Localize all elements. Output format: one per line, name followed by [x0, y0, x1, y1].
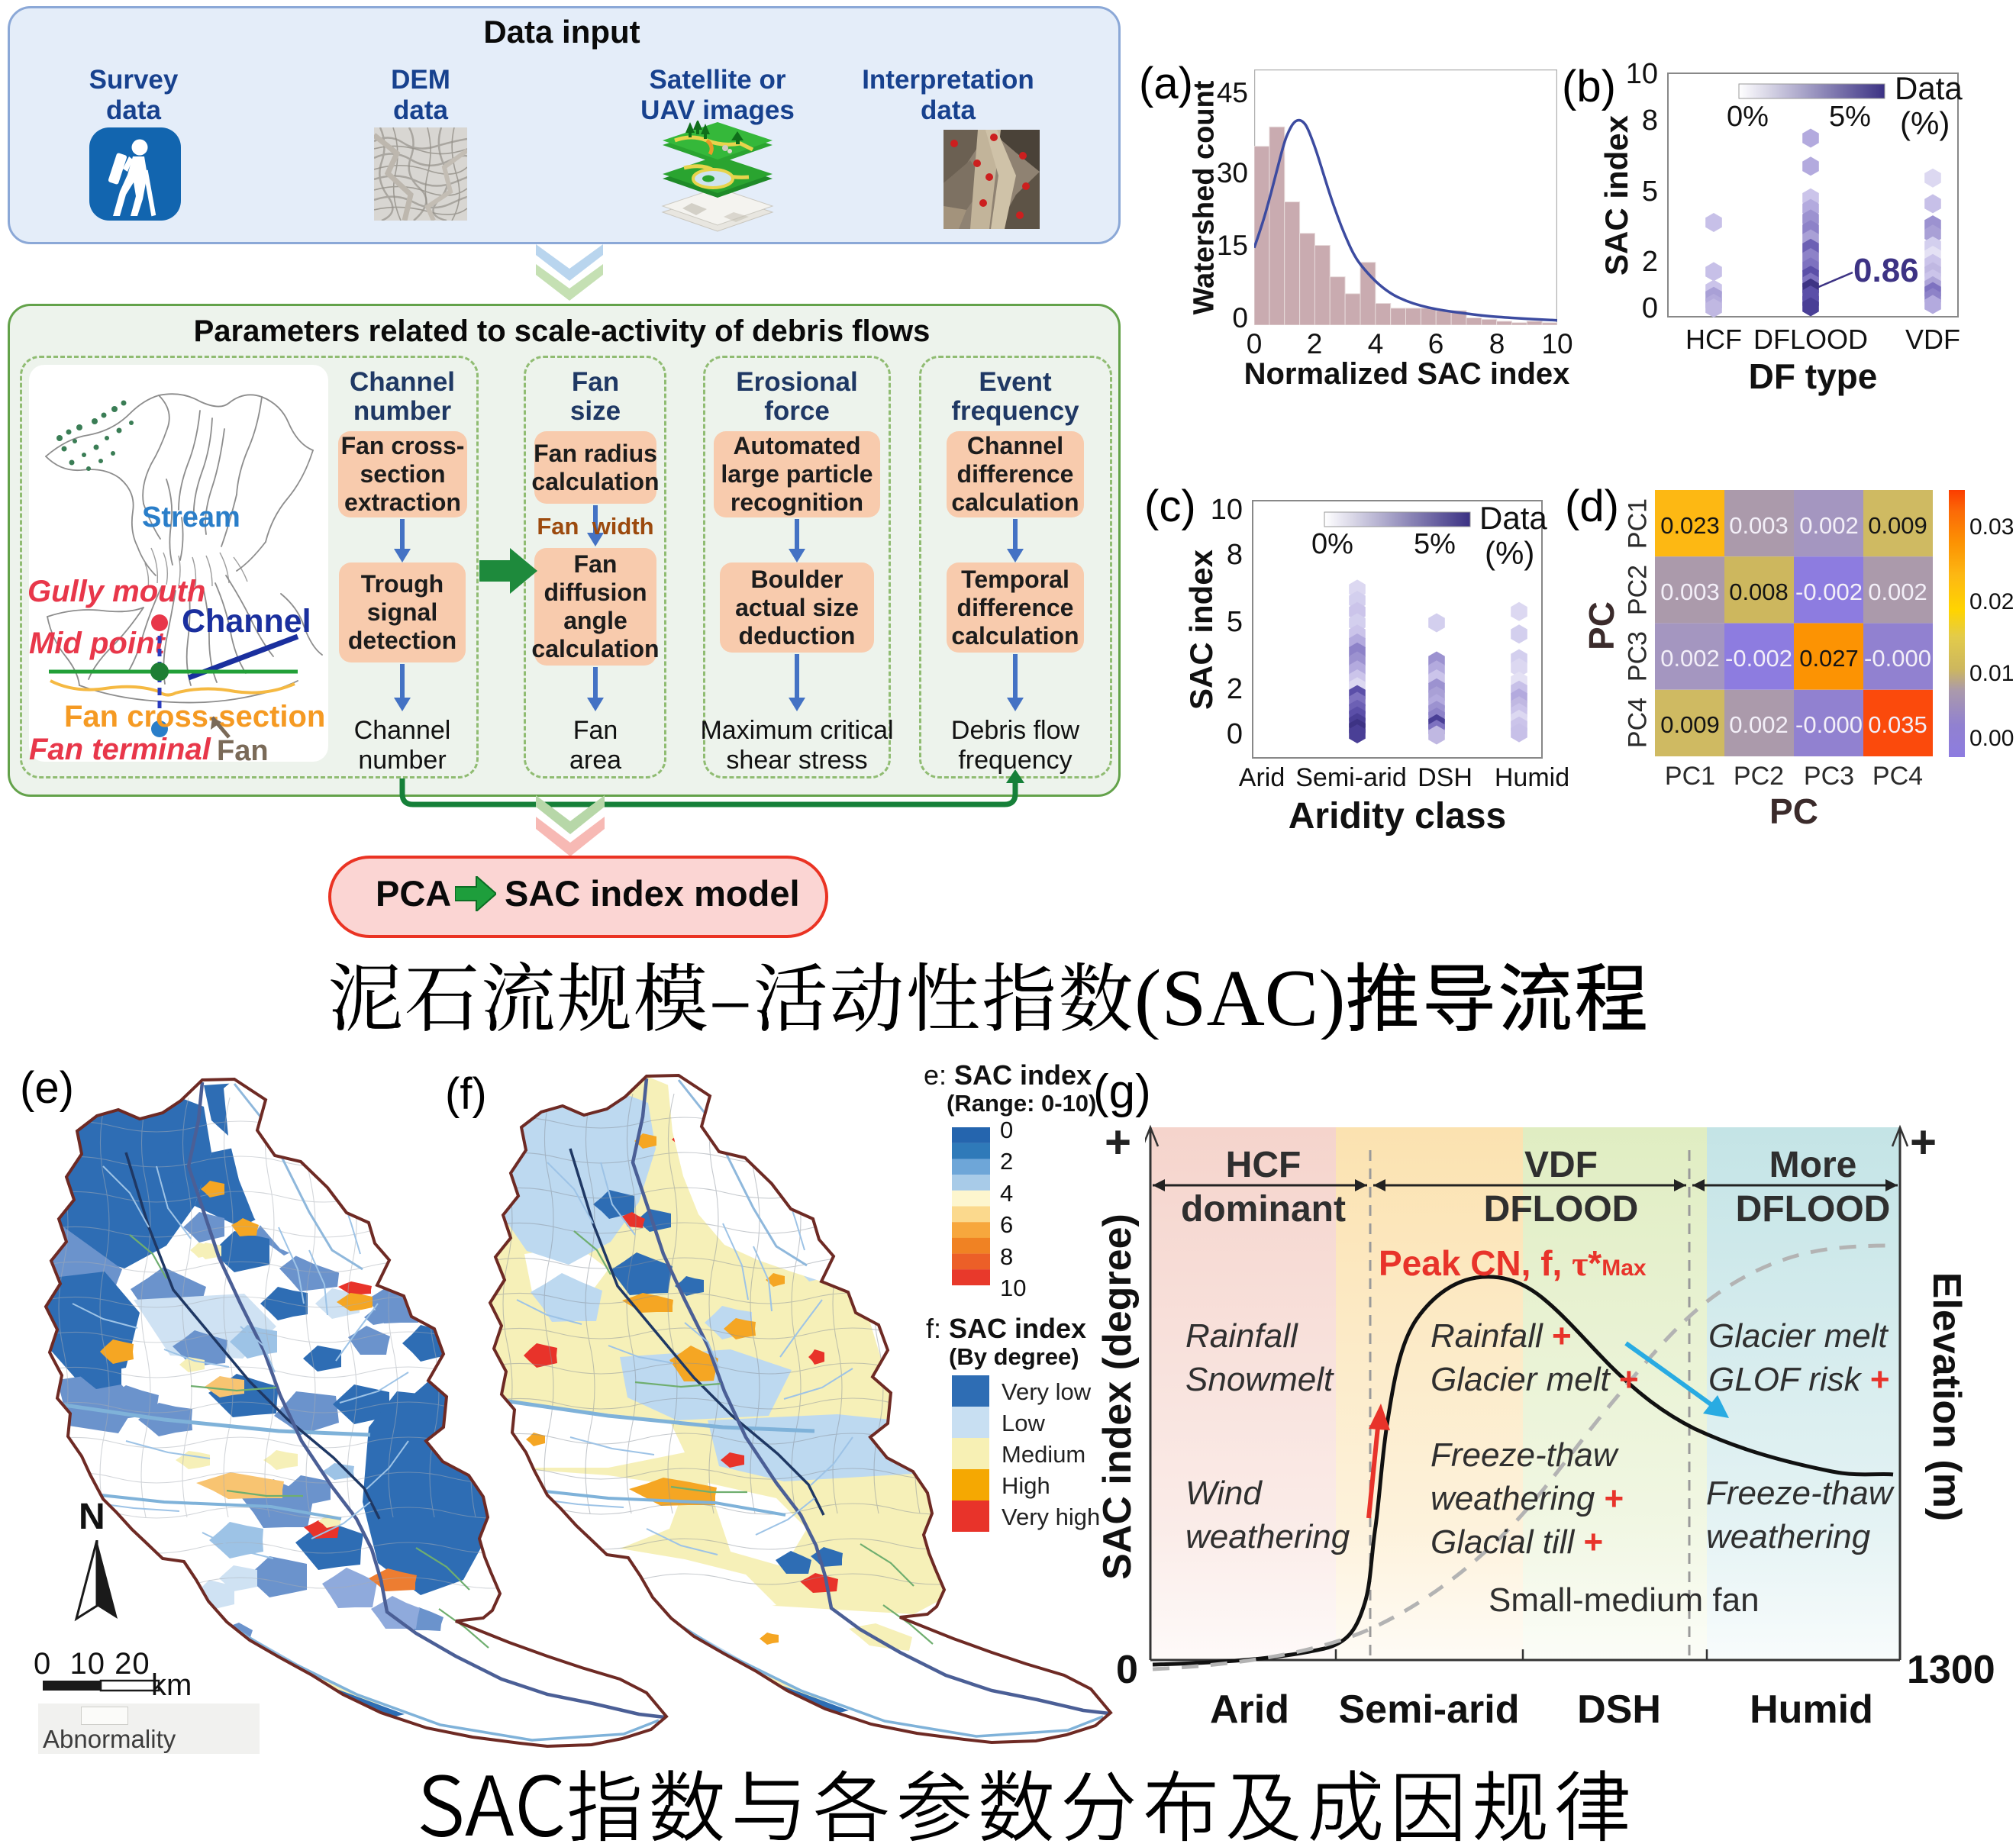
svg-text:0.027: 0.027 — [1799, 645, 1859, 672]
svg-text:0.009: 0.009 — [1660, 711, 1720, 738]
svg-text:-0.002: -0.002 — [1795, 579, 1863, 605]
svg-text:0.002: 0.002 — [1868, 579, 1927, 605]
svg-text:0.003: 0.003 — [1660, 579, 1720, 605]
svg-text:-0.000: -0.000 — [1864, 645, 1931, 672]
svg-text:0.023: 0.023 — [1660, 512, 1720, 539]
svg-text:0.009: 0.009 — [1868, 512, 1927, 539]
svg-text:Fan: Fan — [217, 735, 269, 762]
svg-text:Fan terminal: Fan terminal — [29, 733, 211, 762]
svg-text:Channel: Channel — [182, 603, 311, 640]
svg-text:0.002: 0.002 — [1799, 512, 1859, 539]
svg-text:Mid point: Mid point — [29, 627, 166, 660]
svg-text:0.008: 0.008 — [1729, 579, 1789, 605]
svg-text:Gully mouth: Gully mouth — [29, 575, 205, 608]
svg-text:0.002: 0.002 — [1729, 711, 1789, 738]
svg-text:Stream: Stream — [142, 501, 240, 533]
svg-text:-0.000: -0.000 — [1795, 711, 1863, 738]
svg-text:Fan cross-section: Fan cross-section — [64, 700, 325, 733]
svg-text:-0.002: -0.002 — [1725, 645, 1792, 672]
svg-text:0.003: 0.003 — [1729, 512, 1789, 539]
svg-text:0.002: 0.002 — [1660, 645, 1720, 672]
svg-text:0.035: 0.035 — [1868, 711, 1927, 738]
